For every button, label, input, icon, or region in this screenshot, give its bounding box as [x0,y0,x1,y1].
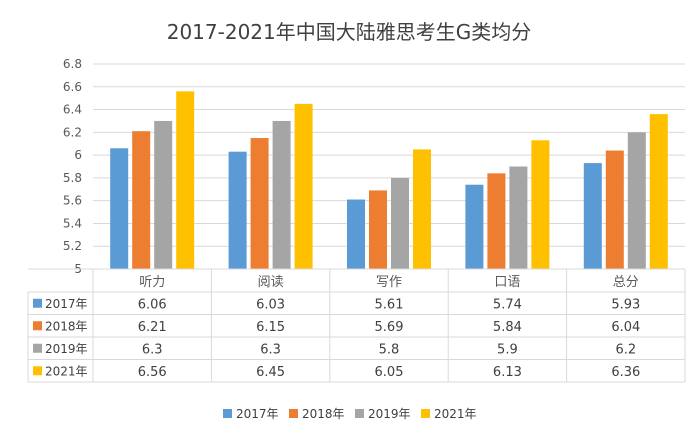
category-label: 听力 [139,275,165,290]
y-tick-label: 6.8 [63,57,82,71]
category-label: 总分 [613,275,639,290]
y-tick-label: 5.8 [63,171,82,185]
y-tick-label: 6.6 [63,80,82,94]
table-cell: 6.21 [138,320,167,335]
chart-title: 2017-2021年中国大陆雅思考生G类均分 [167,20,532,44]
bar [294,103,313,269]
bar [531,140,550,269]
bar [391,177,409,269]
bar [132,131,151,269]
table-cell: 6.06 [138,297,167,312]
table-legend-key [33,343,42,353]
bar [176,91,195,269]
bar [465,184,484,269]
bar [649,114,668,269]
y-axis-ticks: 55.25.45.65.866.26.46.66.8 [63,57,82,276]
category-label: 阅读 [258,275,284,290]
table-cell: 6.3 [260,342,281,357]
table-cell: 5.9 [497,342,518,357]
table-cell: 6.36 [611,365,640,380]
bar [487,173,506,269]
table-row-label: 2021年 [45,364,88,378]
legend-label: 2021年 [434,407,477,421]
table-cell: 5.61 [375,297,404,312]
y-tick-label: 5.2 [63,239,82,253]
table-cell: 6.2 [615,342,636,357]
table-cell: 5.84 [493,320,522,335]
legend-label: 2018年 [302,407,345,421]
legend: 2017年 2018年 2019年 2021年 [223,407,477,421]
legend-label: 2017年 [236,407,279,421]
y-tick-label: 6 [74,148,82,162]
table-cell: 6.04 [611,320,640,335]
table-cell: 6.13 [493,365,522,380]
table-cell: 5.74 [493,297,522,312]
bar [605,150,624,269]
y-tick-label: 5.4 [63,216,82,230]
bar [272,120,291,269]
table-cell: 6.15 [256,320,285,335]
bar [583,163,602,269]
data-table: 听力 阅读 写作 口语 总分 2017年 6.06 6.03 5.61 5.74 5.93 2018年… [27,268,686,383]
table-cell: 5.93 [611,297,640,312]
table-legend-key [33,321,42,331]
bars [110,91,668,269]
table-row-label: 2018年 [45,319,88,333]
table-cell: 6.03 [256,297,285,312]
table-cell: 5.8 [379,342,400,357]
bar [250,138,269,269]
bar [110,148,129,269]
bar [369,190,387,269]
y-tick-label: 6.4 [63,103,82,117]
category-label: 口语 [494,275,520,290]
y-tick-label: 6.2 [63,125,82,139]
bar [228,151,247,269]
table-cell: 6.05 [375,365,404,380]
bar [347,199,365,269]
y-tick-label: 5.6 [63,194,82,208]
legend-swatch [223,409,232,418]
category-label: 写作 [376,275,402,290]
table-row-label: 2019年 [45,342,88,356]
bar [509,166,528,269]
legend-swatch [355,409,364,418]
table-cell: 5.69 [375,320,404,335]
table-cell: 6.56 [138,365,167,380]
bar [627,132,646,269]
table-legend-key [33,366,42,376]
table-cell: 6.45 [256,365,285,380]
table-legend-key [33,298,42,308]
bar [154,120,173,269]
legend-swatch [289,409,298,418]
table-row-label: 2017年 [45,297,88,311]
legend-label: 2019年 [368,407,411,421]
legend-swatch [421,409,430,418]
table-cell: 6.3 [142,342,163,357]
bar [413,149,431,269]
